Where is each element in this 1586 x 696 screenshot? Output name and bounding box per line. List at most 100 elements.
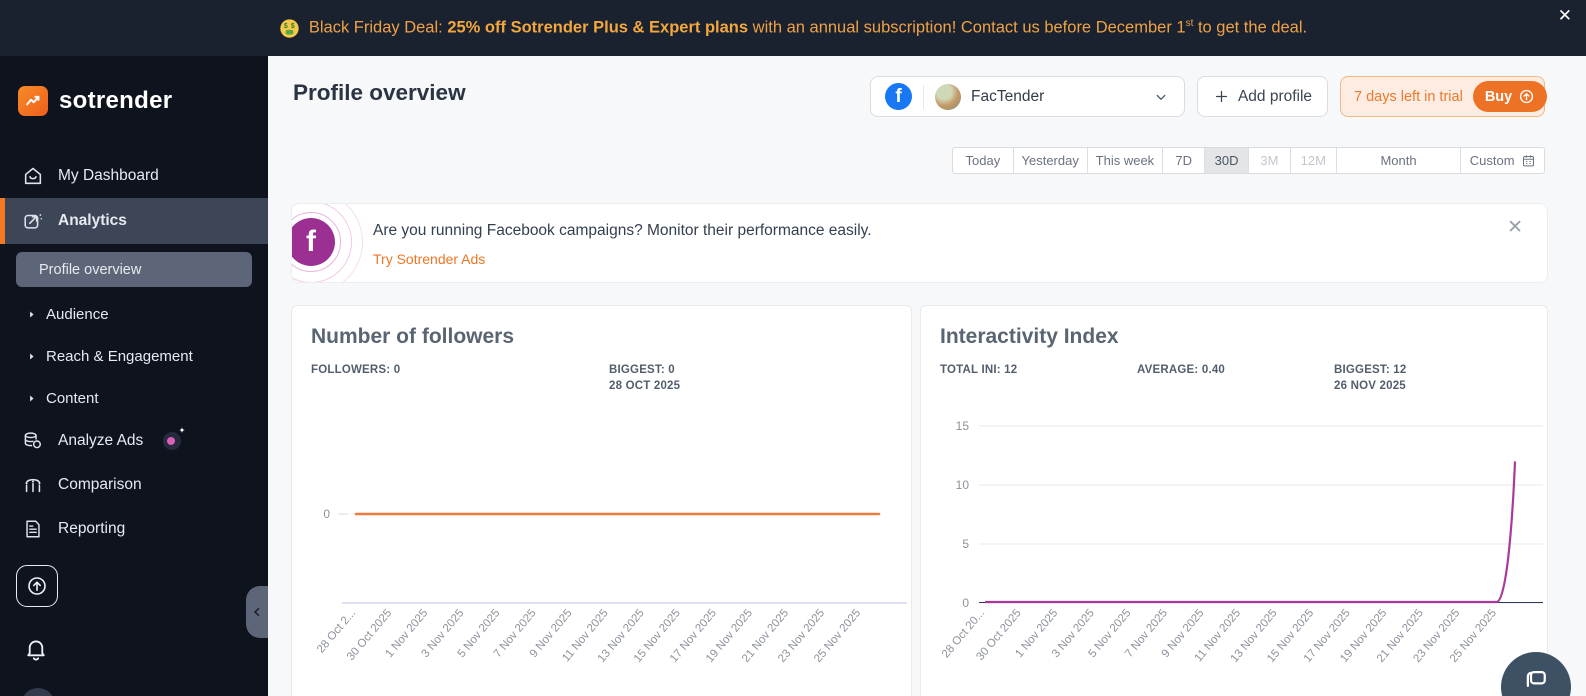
analytics-icon [22,210,44,232]
plus-icon [1213,88,1230,105]
sidebar-item-analyze-ads[interactable]: Analyze Ads ✦ [0,419,268,463]
add-profile-button[interactable]: Add profile [1197,76,1328,117]
upload-button[interactable] [16,565,58,607]
sidebar-collapse-toggle[interactable] [246,586,268,638]
range-option-12m: 12M [1289,148,1336,173]
sidebar-item-profile-overview[interactable]: Profile overview [16,252,252,287]
buy-button[interactable]: Buy [1472,81,1548,112]
facebook-purple-icon: f [292,218,335,266]
svg-text:10: 10 [956,478,970,492]
comparison-icon [22,474,44,496]
sotrender-logo-icon [18,86,48,116]
home-icon [22,165,44,187]
range-option-7d[interactable]: 7D [1162,148,1204,173]
black-friday-banner: $ $ Black Friday Deal: 25% off Sotrender … [0,0,1586,56]
interactivity-chart-title: Interactivity Index [940,325,1119,348]
range-option-this-week[interactable]: This week [1086,148,1163,173]
sidebar-item-comparison[interactable]: Comparison [0,463,268,507]
svg-text:15: 15 [956,419,970,433]
promo-close-icon[interactable]: ✕ [1507,217,1523,238]
profile-name: FacTender [971,87,1045,105]
chart-stat-label: BIGGEST: 0 [609,364,675,376]
range-option-3m: 3M [1248,148,1290,173]
sidebar-item-label: Comparison [58,476,142,493]
sidebar-item-label: Reporting [58,520,126,537]
range-option-label: 30D [1214,153,1239,168]
svg-text:0: 0 [962,596,969,610]
chart-stat-label: BIGGEST: 12 [1334,364,1407,376]
sidebar-item-reach-engagement[interactable]: Reach & Engagement [0,335,268,377]
range-option-label: Custom [1469,153,1515,168]
banner-close-icon[interactable]: ✕ [1557,6,1572,25]
range-option-month[interactable]: Month [1335,148,1461,173]
svg-text:5: 5 [962,537,969,551]
caret-right-icon [26,393,37,404]
chart-stat: FOLLOWERS: 0 [311,364,609,392]
chart-stat-label: FOLLOWERS: 0 [311,364,401,376]
range-option-30d[interactable]: 30D [1204,148,1249,173]
main-content: Profile overview f FacTender Add profile… [268,56,1586,696]
sidebar-item-audience[interactable]: Audience [0,293,268,335]
range-option-yesterday[interactable]: Yesterday [1012,148,1087,173]
range-option-label: This week [1095,153,1155,168]
chart-stat: AVERAGE: 0.40 [1137,364,1334,392]
money-mouth-emoji-icon: $ $ [279,18,300,39]
facebook-icon: f [885,83,912,110]
range-option-label: Yesterday [1021,153,1079,168]
range-option-label: 12M [1300,153,1326,168]
date-range-selector: Today Yesterday This week 7D 30D 3M 12M Month Cu… [952,147,1545,174]
sidebar-item-my-dashboard[interactable]: My Dashboard [0,154,268,198]
sidebar-item-label: Analyze Ads [58,432,144,449]
chart-stat-label: AVERAGE: 0.40 [1137,364,1226,376]
interactivity-chart-card: Interactivity Index TOTAL INI: 12 AVERAGE… [920,305,1548,696]
sidebar-item-reporting[interactable]: Reporting [0,507,268,551]
chart-stat: BIGGEST: 12 26 NOV 2025 [1334,364,1531,392]
range-option-custom[interactable]: Custom [1460,148,1544,173]
sidebar-item-label: Reach & Engagement [46,347,193,365]
promo-text: Are you running Facebook campaigns? Moni… [373,222,872,239]
svg-text:0: 0 [323,507,330,521]
add-profile-label: Add profile [1237,87,1313,105]
trial-box: 7 days left in trial Buy [1340,76,1548,117]
reporting-icon [22,518,44,540]
trial-days-left-label: 7 days left in trial [1354,88,1463,105]
banner-text: Black Friday Deal: 25% off Sotrender Plu… [308,18,1308,37]
range-option-label: Today [965,153,1001,168]
database-icon [22,430,44,452]
sidebar-item-label: Content [46,389,99,407]
sidebar-item-analytics[interactable]: Analytics [0,198,268,244]
sidebar-item-content[interactable]: Content [0,377,268,419]
page-title: Profile overview [293,80,466,105]
upgrade-arrow-icon [1518,88,1535,105]
svg-text:$: $ [284,23,288,30]
range-option-today[interactable]: Today [953,148,1013,173]
ai-sparkle-badge-icon: ✦ [163,426,185,450]
caret-right-icon [26,351,37,362]
buy-label: Buy [1484,88,1513,105]
followers-chart-card: Number of followers FOLLOWERS: 0 BIGGEST:… [291,305,912,696]
interactivity-stats-row: TOTAL INI: 12 AVERAGE: 0.40 BIGGEST: 12 26 … [921,364,1547,392]
chevron-down-icon [1152,88,1170,106]
divider [923,84,924,109]
sotrender-logo[interactable]: sotrender [0,56,268,116]
caret-right-icon [26,309,37,320]
chart-stat: TOTAL INI: 12 [940,364,1137,392]
sidebar-nav: My Dashboard Analytics Profile overview Aud… [0,154,268,551]
sotrender-logo-text: sotrender [59,87,173,114]
profile-avatar [935,83,961,110]
chart-stat-date: 28 OCT 2025 [609,380,681,392]
followers-chart-title: Number of followers [311,325,515,348]
sidebar: sotrender My Dashboard Analytics Profile o… [0,56,268,696]
chart-stat-label: TOTAL INI: 12 [940,364,1018,376]
range-option-label: 7D [1175,153,1193,168]
chart-stat: BIGGEST: 0 28 OCT 2025 [609,364,907,392]
user-avatar[interactable] [21,688,55,696]
ads-promo-card: f Are you running Facebook campaigns? Mo… [291,203,1548,283]
notifications-bell-icon[interactable] [23,636,49,662]
calendar-icon [1521,153,1536,168]
sidebar-item-label: My Dashboard [58,167,159,184]
profile-selector-dropdown[interactable]: f FacTender [870,76,1185,117]
try-sotrender-ads-link[interactable]: Try Sotrender Ads [373,251,486,267]
